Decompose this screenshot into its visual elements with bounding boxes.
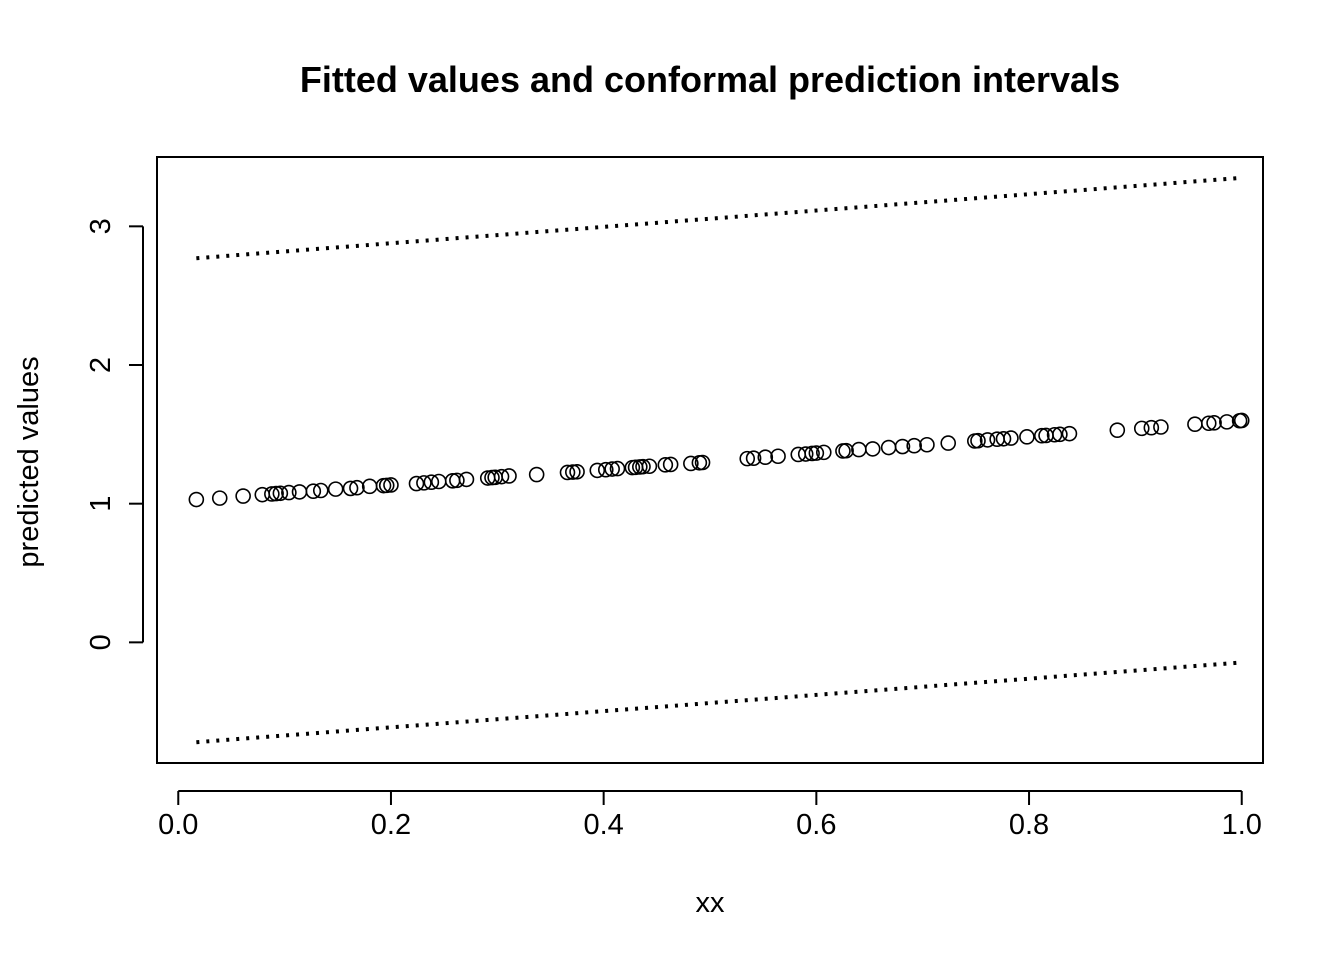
upper-interval-line (196, 175, 1242, 261)
data-point (940, 435, 957, 451)
y-axis-label: predicted values (13, 356, 45, 567)
data-point (235, 488, 251, 504)
data-point (757, 449, 774, 466)
data-point (1019, 429, 1035, 445)
data-point (979, 432, 996, 448)
data-point (604, 461, 620, 477)
data-point (838, 442, 854, 459)
x-tick-label: 0.0 (158, 809, 198, 841)
y-axis: 0 1 2 3 (85, 218, 144, 650)
data-point (449, 472, 465, 489)
data-point (559, 464, 576, 481)
data-point (312, 482, 329, 499)
data-point (281, 484, 297, 501)
data-point (569, 463, 585, 480)
data-point (970, 432, 986, 449)
x-axis-label: xx (696, 887, 726, 919)
x-tick-label: 0.6 (796, 809, 836, 841)
data-point (894, 438, 911, 455)
data-point (272, 485, 289, 502)
y-tick-label: 1 (85, 496, 117, 512)
data-point (1143, 419, 1160, 436)
data-point (739, 450, 756, 467)
data-point (1153, 419, 1169, 435)
data-point (416, 475, 432, 491)
data-point (1061, 425, 1078, 442)
data-point (264, 486, 280, 502)
plot-frame (156, 156, 1264, 764)
data-point (880, 439, 897, 456)
data-point (1109, 422, 1126, 438)
y-tick-label: 3 (85, 218, 117, 234)
data-point (745, 450, 762, 466)
data-point (864, 441, 881, 457)
data-point (1219, 414, 1235, 430)
data-point (1187, 416, 1203, 433)
data-point (641, 458, 658, 475)
data-point (851, 441, 867, 458)
x-tick-label: 0.8 (1009, 809, 1049, 841)
data-point (919, 436, 935, 453)
y-tick-label: 2 (85, 357, 117, 373)
data-point (305, 483, 322, 500)
x-tick-label: 0.4 (583, 809, 623, 841)
data-point (423, 474, 440, 490)
data-point (683, 455, 699, 472)
data-point (770, 448, 786, 465)
data-point (188, 491, 205, 508)
data-point (804, 445, 820, 462)
data-point (327, 481, 344, 497)
data-point (349, 479, 365, 496)
data-point (565, 464, 581, 480)
data-point (1034, 427, 1050, 444)
lower-interval-line (196, 660, 1242, 745)
data-point (528, 466, 545, 483)
data-point (501, 468, 517, 484)
data-point (906, 437, 922, 454)
data-point (1052, 426, 1068, 443)
data-point (458, 471, 475, 488)
data-point (589, 462, 606, 479)
data-point (995, 430, 1012, 447)
data-point (691, 454, 708, 471)
data-point (383, 477, 399, 493)
data-point (835, 443, 851, 459)
data-point (211, 490, 228, 506)
data-point (342, 480, 359, 497)
data-point (597, 461, 614, 478)
prediction-interval-lines (196, 175, 1242, 745)
data-point (408, 475, 425, 492)
data-point (609, 460, 626, 477)
x-tick-label: 1.0 (1222, 809, 1262, 841)
data-point (268, 485, 284, 502)
chart-title: Fitted values and conformal prediction i… (300, 59, 1120, 100)
data-point (967, 433, 983, 449)
data-point (1046, 426, 1063, 443)
data-point (1206, 415, 1222, 431)
data-point (815, 444, 832, 461)
data-point (493, 468, 510, 485)
x-tick-label: 0.2 (371, 809, 411, 841)
data-point (694, 454, 711, 471)
fitted-points (188, 412, 1250, 508)
data-point (361, 478, 378, 495)
data-point (635, 458, 651, 475)
data-point (291, 484, 308, 500)
y-tick-label: 0 (85, 634, 117, 650)
data-point (1133, 420, 1150, 437)
data-point (1233, 412, 1250, 429)
data-point (808, 445, 825, 461)
data-point (662, 456, 679, 473)
data-point (797, 446, 814, 462)
data-point (1003, 430, 1019, 446)
data-point (1200, 415, 1217, 432)
data-point (378, 477, 395, 494)
x-axis: 0.0 0.2 0.4 0.6 0.8 1.0 (158, 790, 1262, 841)
data-point (657, 457, 674, 473)
